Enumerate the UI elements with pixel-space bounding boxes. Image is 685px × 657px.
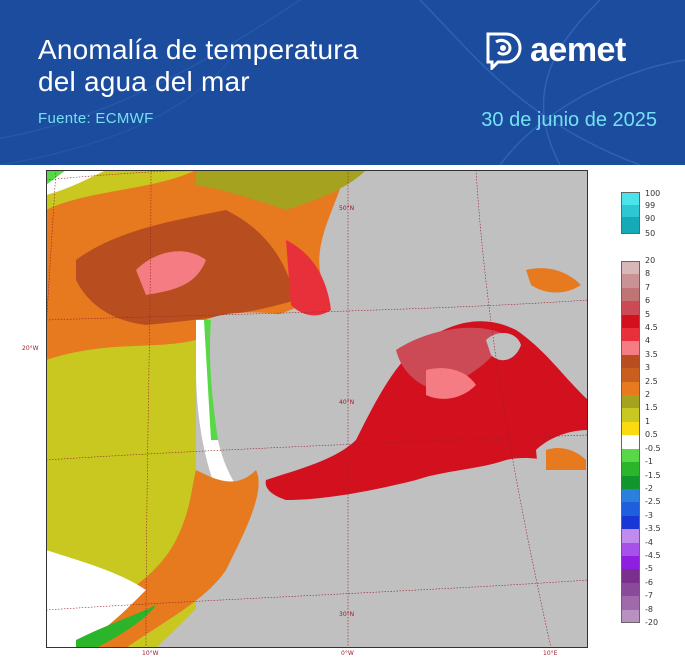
legend-swatch [621, 287, 640, 302]
legend-label: 8 [645, 269, 651, 279]
lat-label-40n: 40°N [339, 399, 355, 406]
legend-swatch [621, 368, 640, 382]
legend-label: -6 [645, 577, 653, 587]
legend-label: -5 [645, 564, 653, 574]
legend-label: 3.5 [645, 349, 658, 359]
legend-label: 1 [645, 416, 651, 426]
legend-swatch [621, 435, 640, 449]
legend-swatch [621, 421, 640, 436]
legend-swatch [621, 341, 640, 355]
background-waves [0, 0, 685, 165]
legend-label: -3.5 [645, 524, 661, 534]
italy [516, 270, 588, 380]
legend-top-label: 99 [645, 201, 656, 210]
legend-swatch [621, 354, 640, 369]
legend-label: -3 [645, 510, 653, 520]
legend-top-label: 50 [645, 229, 656, 238]
legend-label: -20 [645, 618, 659, 627]
legend-swatch [621, 515, 640, 530]
forecast-date: 30 de junio de 2025 [481, 109, 657, 131]
legend-label: 1.5 [645, 403, 658, 413]
aemet-symbol-icon [486, 32, 522, 72]
legend-swatch [621, 381, 640, 396]
legend-label: -1.5 [645, 470, 661, 480]
legend-label: 6 [645, 296, 651, 306]
legend-label: 4.5 [645, 323, 658, 333]
legend-swatch [621, 542, 640, 556]
legend-label: -2 [645, 483, 653, 493]
legend-label: -2.5 [645, 497, 661, 507]
lon-label-20w: 20°W [22, 345, 39, 352]
source-label: Fuente: ECMWF [38, 110, 154, 127]
legend-label: 5 [645, 309, 651, 319]
bay-of-biscay [286, 240, 331, 316]
legend-swatch [621, 488, 640, 503]
legend-swatch [621, 582, 640, 597]
legend-label: 2 [645, 390, 651, 400]
legend-swatch [621, 529, 640, 543]
lon-label-10w: 10°W [142, 650, 159, 657]
logo-wordmark: aemet [530, 31, 626, 69]
legend-swatch [621, 408, 640, 422]
legend-label: 3 [645, 363, 651, 373]
lat-label-50n: 50°N [339, 205, 355, 212]
legend-swatch [621, 395, 640, 409]
legend-label: -4.5 [645, 550, 661, 560]
legend-top-label: 90 [645, 214, 656, 223]
graticule [46, 170, 588, 648]
legend-label: 0.5 [645, 430, 658, 440]
legend-swatch [621, 502, 640, 516]
legend-swatch [621, 261, 640, 275]
legend-label: -7 [645, 591, 653, 601]
legend-swatch [621, 609, 640, 623]
legend-label: -1 [645, 457, 653, 467]
legend-label: 7 [645, 282, 651, 292]
lon-label-10e: 10°E [543, 650, 558, 657]
legend-top-swatch [621, 192, 640, 205]
legend-label: 4 [645, 336, 651, 346]
legend-top-label: 100 [645, 189, 661, 198]
mediterranean-sea [265, 321, 588, 500]
north-atlantic-hot [136, 251, 206, 295]
legend-swatch [621, 596, 640, 610]
legend-label: -8 [645, 604, 653, 614]
aemet-logo: aemet [484, 30, 664, 74]
legend-swatch [621, 569, 640, 583]
legend-swatch [621, 462, 640, 476]
north-africa [156, 470, 588, 648]
legend-swatch [621, 301, 640, 315]
header-banner: Anomalía de temperatura del agua del mar… [0, 0, 685, 165]
legend-label: 2.5 [645, 376, 658, 386]
legend-top-swatch [621, 205, 640, 217]
legend-swatch [621, 555, 640, 570]
legend-swatch [621, 475, 640, 489]
legend-label: 20 [645, 256, 656, 265]
legend-swatch [621, 274, 640, 288]
legend-swatch [621, 328, 640, 342]
sst-anomaly-map [46, 170, 588, 648]
corsica-sardinia [486, 333, 521, 361]
legend-swatch [621, 448, 640, 463]
african-coast-warm [46, 470, 259, 648]
lat-label-30n: 30°N [339, 611, 355, 618]
legend-swatch [621, 314, 640, 329]
legend-label: -0.5 [645, 443, 661, 453]
legend-label: -4 [645, 537, 653, 547]
page-title: Anomalía de temperatura del agua del mar [38, 34, 359, 97]
legend-top-swatch [621, 217, 640, 234]
lon-label-0w: 0°W [341, 650, 354, 657]
